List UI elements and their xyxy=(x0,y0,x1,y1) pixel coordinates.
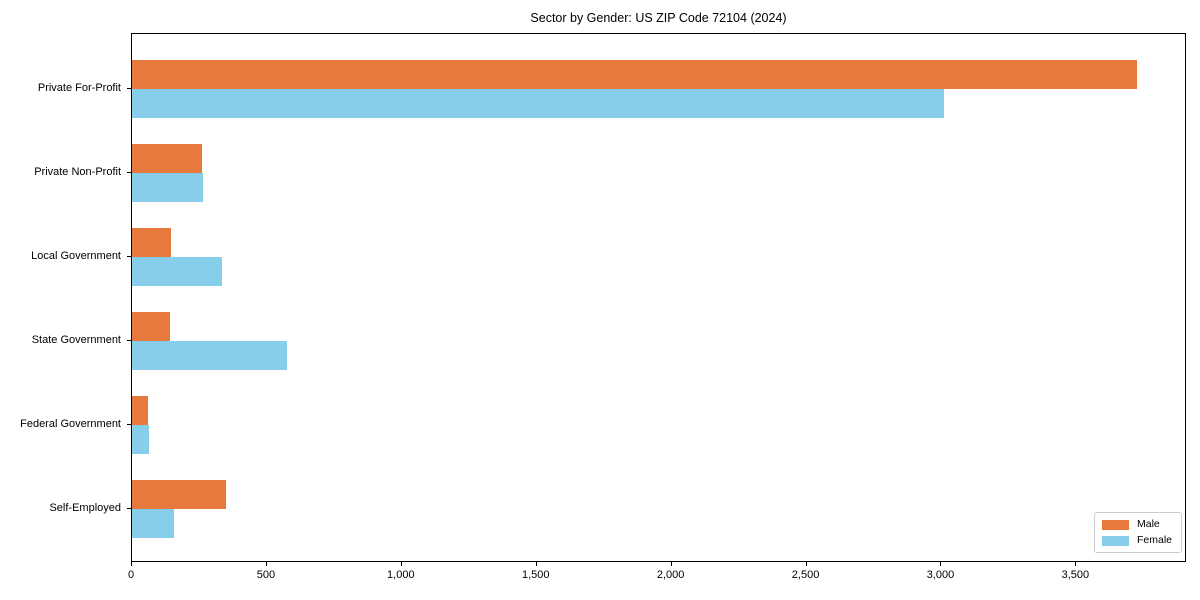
legend-label: Male xyxy=(1136,518,1160,530)
x-axis-tick-label: 2,000 xyxy=(656,569,685,581)
legend-item-female: Female xyxy=(1101,534,1172,546)
x-axis-tick xyxy=(265,562,267,566)
x-axis-tick-label: 0 xyxy=(127,569,135,581)
x-axis-tick xyxy=(940,562,942,566)
x-axis-tick xyxy=(400,562,402,566)
bar-female-3 xyxy=(132,340,288,370)
y-axis-tick xyxy=(127,339,131,341)
x-axis-tick xyxy=(670,562,672,566)
legend-label: Female xyxy=(1136,534,1172,546)
legend-swatch-male xyxy=(1101,519,1129,530)
y-axis-label: Self-Employed xyxy=(49,502,121,515)
legend-item-male: Male xyxy=(1101,518,1172,530)
bar-male-5 xyxy=(132,480,227,510)
y-axis-tick xyxy=(127,171,131,173)
x-axis-tick xyxy=(1075,562,1077,566)
bar-male-1 xyxy=(132,143,203,173)
legend-swatch-female xyxy=(1101,535,1129,546)
x-axis-tick xyxy=(805,562,807,566)
x-axis-tick-label: 3,000 xyxy=(926,569,955,581)
y-axis-tick xyxy=(127,87,131,89)
x-axis-tick xyxy=(131,562,132,566)
y-axis-tick xyxy=(127,424,131,426)
bar-female-2 xyxy=(132,256,223,286)
bar-female-4 xyxy=(132,425,149,455)
y-axis-label: State Government xyxy=(31,333,121,346)
y-axis-label: Private Non-Profit xyxy=(34,165,121,178)
x-axis-tick xyxy=(535,562,537,566)
chart-title: Sector by Gender: US ZIP Code 72104 (202… xyxy=(530,11,787,25)
y-axis-label: Federal Government xyxy=(20,418,121,431)
y-axis-tick xyxy=(127,508,131,510)
legend: Male Female xyxy=(1093,512,1182,553)
y-axis-tick xyxy=(127,255,131,257)
bar-female-0 xyxy=(132,88,945,118)
bar-male-3 xyxy=(132,311,170,341)
plot-area: Male Female xyxy=(131,33,1186,562)
bar-male-0 xyxy=(132,59,1138,89)
x-axis-tick-label: 1,500 xyxy=(521,569,550,581)
y-axis-label: Private For-Profit xyxy=(37,81,121,94)
x-axis-tick-label: 3,500 xyxy=(1061,569,1090,581)
x-axis-tick-label: 1,000 xyxy=(387,569,415,581)
y-axis-label: Local Government xyxy=(31,249,121,262)
bar-female-1 xyxy=(132,172,203,202)
x-axis-tick-label: 2,500 xyxy=(791,569,820,581)
bar-male-2 xyxy=(132,227,172,257)
bar-male-4 xyxy=(132,396,148,426)
x-axis-tick-label: 500 xyxy=(256,569,276,581)
bar-female-5 xyxy=(132,509,174,539)
